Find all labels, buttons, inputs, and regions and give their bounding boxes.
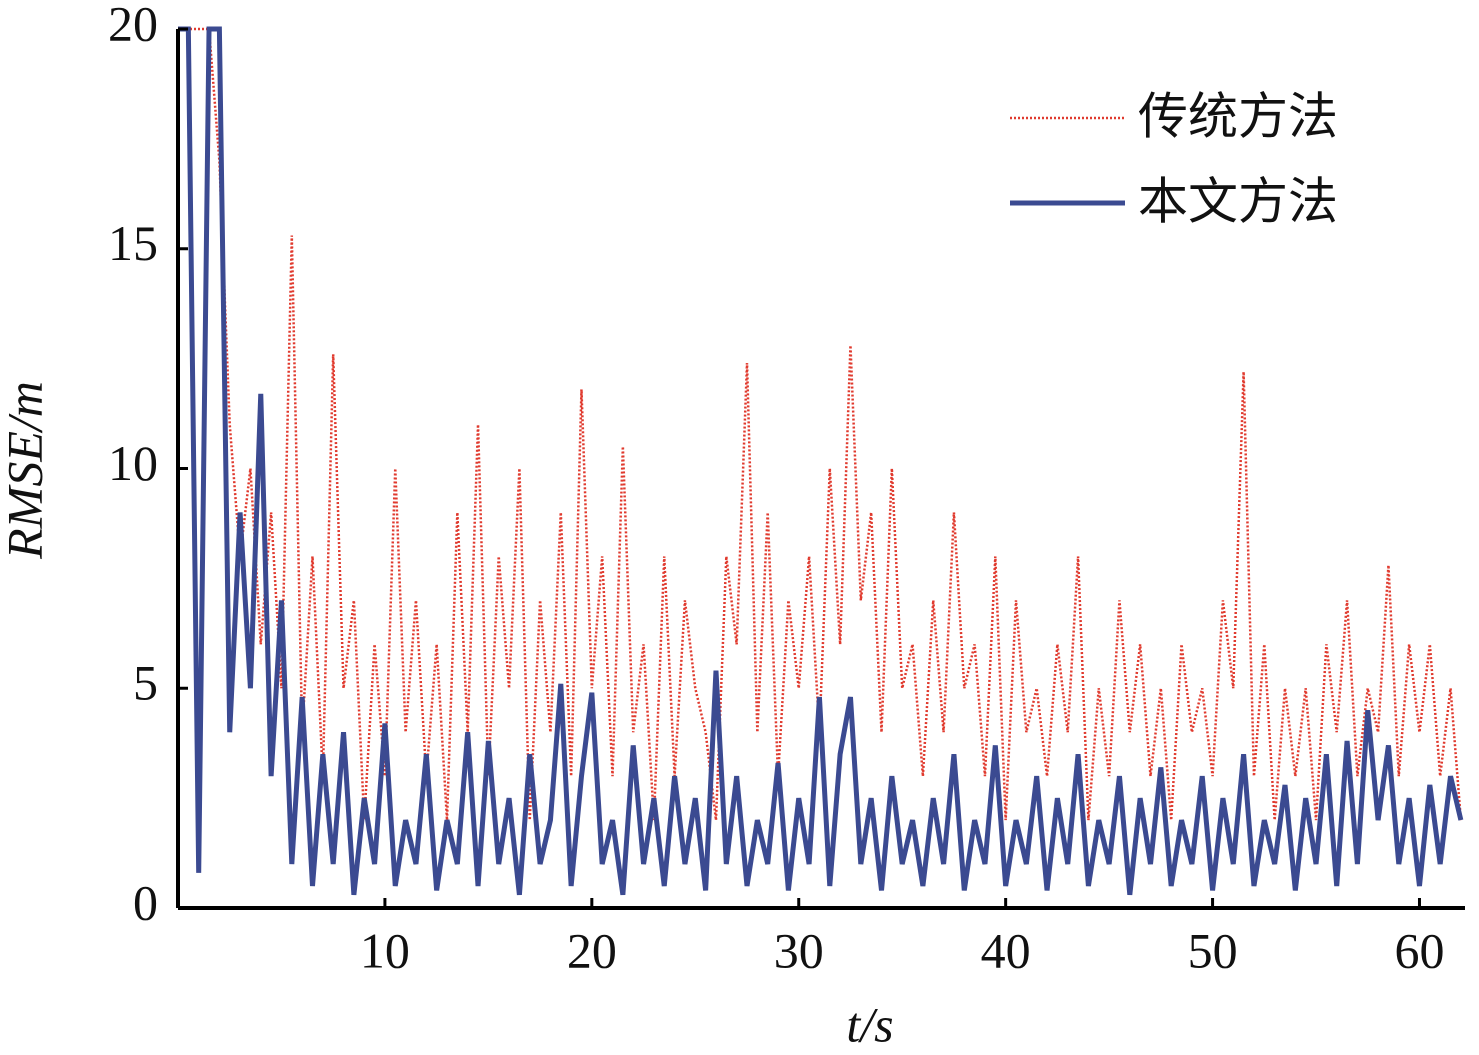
legend-label: 本文方法	[1138, 173, 1338, 229]
x-tick-label: 60	[1394, 922, 1444, 978]
x-tick-label: 40	[981, 922, 1031, 978]
x-axis-label: t/s	[846, 996, 893, 1052]
x-tick-label: 30	[774, 922, 824, 978]
x-tick-label: 20	[567, 922, 617, 978]
y-tick-label: 20	[108, 0, 158, 51]
x-tick-label: 50	[1188, 922, 1238, 978]
y-tick-label: 5	[133, 655, 158, 711]
y-axis-label: RMSE/m	[0, 381, 52, 560]
y-tick-label: 0	[133, 874, 158, 930]
legend-label: 传统方法	[1138, 88, 1338, 144]
data-line	[178, 27, 1463, 821]
x-tick-label: 10	[360, 922, 410, 978]
data-line	[178, 26, 1464, 896]
y-tick-label: 15	[108, 215, 158, 271]
y-tick-label: 10	[108, 435, 158, 491]
